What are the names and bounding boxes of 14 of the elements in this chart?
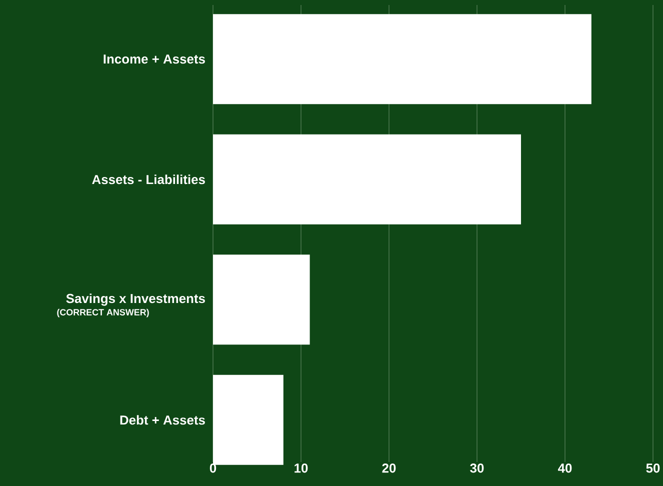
bar (213, 134, 521, 224)
bar (213, 374, 284, 465)
bar (213, 254, 310, 345)
x-tick-label: 40 (558, 464, 572, 473)
x-tick-label: 10 (294, 464, 308, 473)
text: (CORRECT ANSWER) (57, 308, 149, 318)
bar (213, 14, 592, 104)
x-tick-label: 20 (382, 464, 396, 473)
y-tick-label: Assets - Liabilities (92, 174, 205, 184)
x-tick-label: 50 (646, 464, 660, 473)
x-tick-label: 30 (470, 464, 484, 473)
y-tick-label: Debt + Assets (120, 415, 205, 425)
y-tick-label: Income + Assets (104, 54, 205, 64)
y-tick-label: Savings x Investments (66, 294, 205, 306)
